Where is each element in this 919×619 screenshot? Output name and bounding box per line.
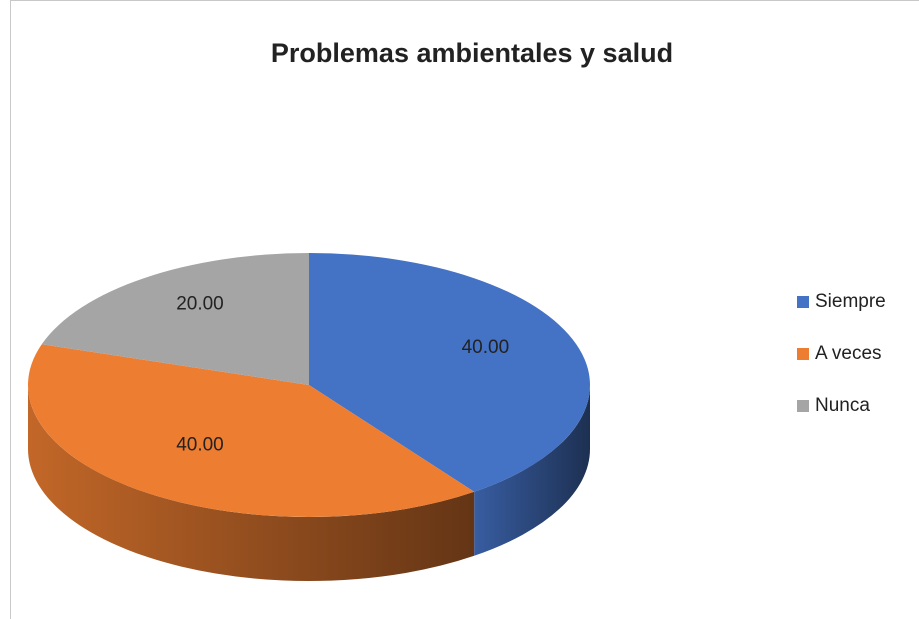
slice: [41, 253, 310, 385]
data-label: 40.00: [462, 337, 510, 358]
slice-side: [474, 385, 590, 556]
legend-label: Nunca: [815, 395, 870, 416]
slice: [309, 253, 591, 492]
data-label: 20.00: [176, 294, 224, 315]
legend-swatch: [797, 296, 809, 308]
chart-title: Problemas ambientales y salud: [271, 38, 673, 68]
chart-frame: [10, 0, 919, 619]
legend-swatch: [797, 400, 809, 412]
data-label: 40.00: [176, 434, 224, 455]
legend-swatch: [797, 348, 809, 360]
slice: [27, 344, 475, 518]
legend-label: Siempre: [815, 291, 886, 312]
legend-label: A veces: [815, 343, 882, 364]
slice-side: [28, 385, 475, 581]
